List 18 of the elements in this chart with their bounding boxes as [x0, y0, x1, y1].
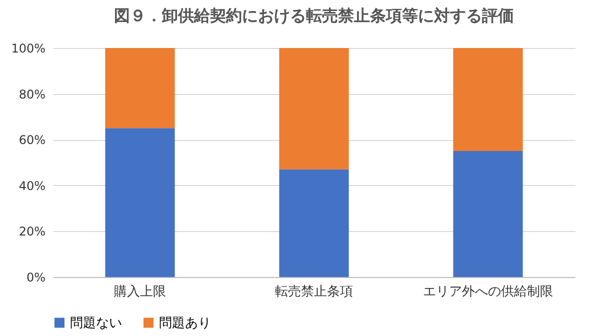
bar: [279, 48, 349, 170]
bar: [105, 128, 175, 277]
bar: [279, 169, 349, 277]
legend-label: 問題ない: [70, 316, 122, 331]
y-tick-label: 20%: [18, 224, 46, 239]
x-tick-label: 購入上限: [114, 284, 166, 300]
legend-label: 問題あり: [159, 316, 211, 331]
bar: [453, 151, 523, 277]
chart-title: 図９．卸供給契約における転売禁止条項等に対する評価: [114, 6, 514, 25]
y-tick-label: 0%: [26, 270, 46, 284]
y-tick-label: 100%: [11, 42, 46, 56]
x-tick-label: 転売禁止条項: [275, 284, 353, 300]
y-tick-label: 40%: [18, 178, 46, 193]
y-tick-label: 60%: [18, 133, 46, 148]
y-tick-label: 80%: [18, 87, 46, 102]
bar: [453, 48, 523, 152]
bar: [105, 48, 175, 128]
x-tick-label: エリア外への供給制限: [423, 284, 553, 300]
